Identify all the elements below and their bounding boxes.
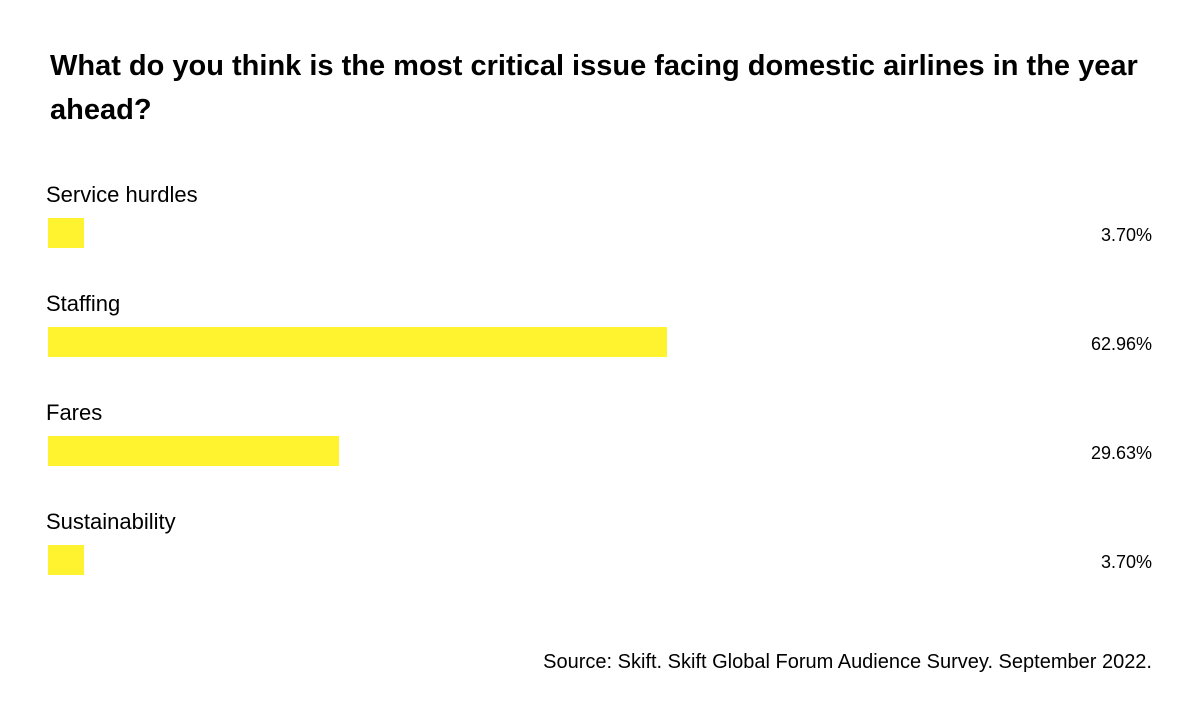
- bar: [48, 327, 667, 357]
- category-label: Staffing: [46, 291, 121, 316]
- value-label: 62.96%: [1090, 334, 1152, 354]
- bar-row: Fares 29.63%: [0, 400, 1200, 500]
- value-label: 3.70%: [1100, 552, 1152, 572]
- bar-row: Staffing 62.96%: [0, 291, 1200, 391]
- bar: [48, 545, 84, 575]
- bar-row: Service hurdles 3.70%: [0, 182, 1200, 282]
- source-note: Source: Skift. Skift Global Forum Audien…: [543, 651, 1152, 673]
- category-label: Fares: [46, 400, 103, 425]
- category-label: Sustainability: [46, 509, 176, 534]
- bar: [48, 218, 84, 248]
- bar: [48, 436, 339, 466]
- chart-title: What do you think is the most critical i…: [50, 50, 1138, 126]
- value-label: 29.63%: [1090, 443, 1152, 463]
- category-label: Service hurdles: [46, 182, 198, 207]
- value-label: 3.70%: [1100, 225, 1152, 245]
- bar-row: Sustainability 3.70%: [0, 509, 1200, 609]
